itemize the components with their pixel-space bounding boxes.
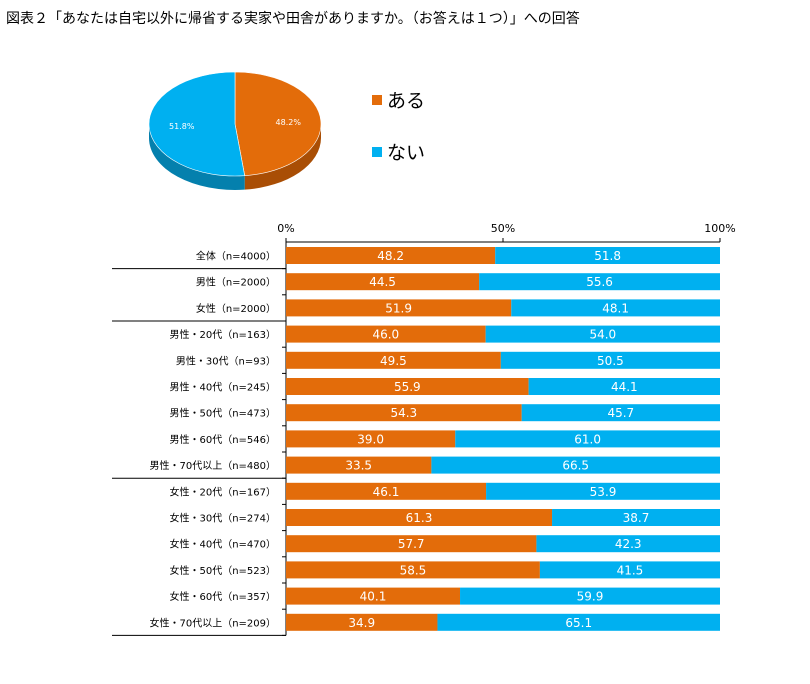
bar-value-nai: 65.1	[565, 616, 592, 630]
bar-nai	[460, 587, 720, 605]
bar-nai	[437, 613, 720, 631]
bar-value-aru: 57.7	[398, 537, 425, 551]
bar-value-aru: 54.3	[390, 406, 417, 420]
bar-value-nai: 41.5	[617, 563, 644, 577]
legend-swatch	[372, 95, 382, 105]
bar-nai	[552, 509, 720, 526]
bar-aru	[286, 325, 486, 343]
category-label: 女性・70代以上（n=209）	[149, 616, 276, 629]
category-label: 女性・30代（n=274）	[169, 512, 276, 525]
pie-slice	[234, 71, 322, 176]
bar-value-nai: 61.0	[574, 432, 601, 446]
bar-nai	[511, 299, 720, 317]
bar-aru	[286, 404, 522, 422]
category-label: 男性・70代以上（n=480）	[149, 459, 276, 472]
bar-nai	[495, 247, 720, 264]
category-label: 男性・30代（n=93）	[176, 354, 276, 367]
category-label: 男性・40代（n=245）	[169, 381, 276, 394]
chart-title: 図表２「あなたは自宅以外に帰省する実家や田舎がありますか。（お答えは１つ）」への…	[6, 11, 580, 27]
pie-slice-label: 48.2%	[276, 118, 302, 127]
bar-aru	[286, 299, 512, 317]
bar-value-aru: 40.1	[360, 590, 387, 604]
bar-value-nai: 55.6	[586, 275, 613, 289]
bar-value-aru: 44.5	[369, 275, 396, 289]
category-label: 女性・20代（n=167）	[169, 485, 276, 498]
pie-slice	[148, 71, 246, 177]
bar-value-aru: 48.2	[377, 249, 404, 263]
bar-value-nai: 45.7	[607, 406, 634, 420]
category-label: 女性・40代（n=470）	[169, 538, 276, 551]
category-label: 男性・20代（n=163）	[169, 328, 276, 341]
legend-label: ある	[387, 90, 425, 112]
bar-aru	[286, 247, 496, 264]
bar-aru	[286, 273, 480, 291]
bar-nai	[528, 378, 720, 395]
bar-aru	[286, 587, 461, 605]
pie-slice-side	[148, 124, 245, 190]
bar-nai	[479, 273, 720, 291]
bar-value-aru: 46.0	[372, 328, 399, 342]
bar-value-nai: 48.1	[602, 301, 629, 315]
bar-aru	[286, 561, 540, 579]
x-tick-label: 100%	[704, 222, 735, 235]
bar-nai	[485, 325, 720, 343]
bar-value-aru: 46.1	[373, 485, 400, 499]
bar-aru	[286, 430, 456, 448]
bar-nai	[536, 535, 720, 553]
bar-value-aru: 39.0	[357, 432, 384, 446]
bar-nai	[455, 430, 720, 448]
bar-value-nai: 54.0	[589, 328, 616, 342]
bar-nai	[486, 482, 720, 500]
bar-aru	[286, 351, 501, 369]
bar-aru	[286, 535, 537, 553]
category-label: 全体（n=4000）	[196, 250, 276, 263]
bar-value-aru: 34.9	[348, 616, 375, 630]
category-label: 女性・60代（n=357）	[169, 590, 276, 603]
bar-value-nai: 38.7	[623, 511, 650, 525]
bar-aru	[286, 509, 553, 526]
bar-nai	[500, 351, 720, 369]
bar-nai	[521, 404, 720, 422]
pie-slice-label: 51.8%	[169, 122, 195, 131]
bar-aru	[286, 482, 487, 500]
bar-value-aru: 51.9	[385, 301, 412, 315]
bar-aru	[286, 613, 438, 631]
bar-value-nai: 66.5	[562, 459, 589, 473]
bar-value-nai: 59.9	[577, 590, 604, 604]
category-label: 男性・60代（n=546）	[169, 433, 276, 446]
bar-value-nai: 44.1	[611, 380, 638, 394]
category-label: 女性・50代（n=523）	[169, 564, 276, 577]
category-label: 女性（n=2000）	[196, 302, 276, 315]
bar-value-nai: 42.3	[615, 537, 642, 551]
legend-label: ない	[387, 142, 425, 164]
bar-value-aru: 55.9	[394, 380, 421, 394]
pie-chart: 48.2% 51.8%	[148, 71, 322, 190]
bar-value-aru: 61.3	[406, 511, 433, 525]
bar-value-nai: 53.9	[590, 485, 617, 499]
bar-value-nai: 50.5	[597, 354, 624, 368]
bar-value-aru: 33.5	[345, 459, 372, 473]
bar-nai	[431, 456, 720, 474]
x-tick-label: 50%	[491, 222, 515, 235]
bar-aru	[286, 456, 432, 474]
bar-chart: 0% 50% 100% 全体（n=4000） 48.2 51.8 男性（n=2000） 44.…	[112, 222, 736, 636]
bar-nai	[539, 561, 720, 579]
bar-value-aru: 58.5	[400, 563, 427, 577]
category-label: 男性・50代（n=473）	[169, 407, 276, 420]
legend-swatch	[372, 147, 382, 157]
category-label: 男性（n=2000）	[196, 276, 276, 289]
bar-value-nai: 51.8	[594, 249, 621, 263]
bar-value-aru: 49.5	[380, 354, 407, 368]
bar-aru	[286, 378, 529, 395]
x-tick-label: 0%	[277, 222, 294, 235]
